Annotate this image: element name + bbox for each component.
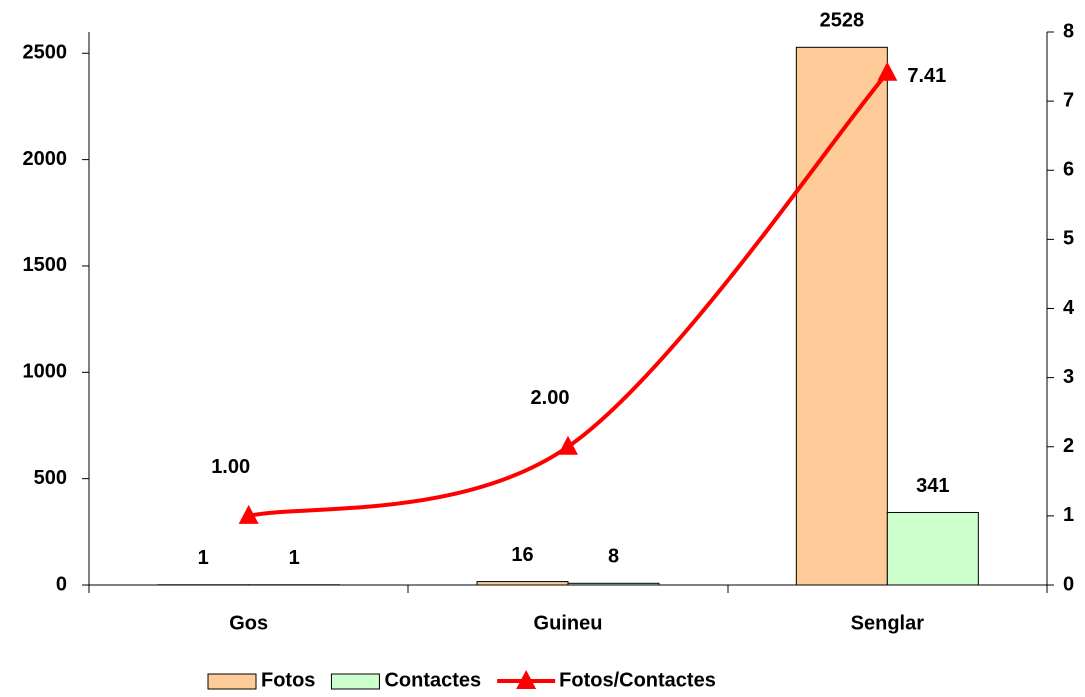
legend-label: Fotos/Contactes xyxy=(559,669,716,691)
y-tick-label: 1500 xyxy=(23,254,68,276)
line-marker xyxy=(238,504,259,524)
y2-tick-label: 6 xyxy=(1063,159,1074,181)
bar-label: 1 xyxy=(289,547,300,569)
y2-tick-label: 2 xyxy=(1063,435,1074,457)
y-tick-label: 500 xyxy=(34,467,67,489)
y-tick-label: 1000 xyxy=(23,361,68,383)
line-marker xyxy=(877,61,898,81)
bar xyxy=(476,581,569,586)
y2-tick-label: 4 xyxy=(1063,297,1075,319)
bar-label: 8 xyxy=(608,546,619,568)
bar-label: 16 xyxy=(511,544,533,566)
x-tick-label: Gos xyxy=(229,612,268,634)
y2-tick-label: 7 xyxy=(1063,89,1074,111)
y2-tick-label: 0 xyxy=(1063,573,1074,595)
legend-label: Fotos xyxy=(261,669,315,691)
y-tick-label: 0 xyxy=(56,573,67,595)
bar-label: 341 xyxy=(916,475,949,497)
legend-swatch xyxy=(516,670,537,689)
line-label: 2.00 xyxy=(531,387,570,409)
x-tick-label: Guineu xyxy=(534,612,603,634)
legend-swatch xyxy=(207,673,257,690)
bar-label: 2528 xyxy=(820,10,865,32)
y2-tick-label: 3 xyxy=(1063,366,1074,388)
line xyxy=(248,71,889,518)
legend-label: Contactes xyxy=(384,669,481,691)
line-label: 1.00 xyxy=(211,456,250,478)
bar-label: 1 xyxy=(198,547,209,569)
y2-tick-label: 1 xyxy=(1063,504,1074,526)
bar xyxy=(886,511,979,586)
line-marker xyxy=(558,435,578,455)
x-tick-label: Senglar xyxy=(851,612,925,634)
y-tick-label: 2500 xyxy=(23,42,68,64)
legend-swatch xyxy=(330,673,380,690)
bar xyxy=(567,582,660,586)
y-tick-label: 2000 xyxy=(23,148,68,170)
bar xyxy=(795,46,888,586)
y2-tick-label: 5 xyxy=(1063,228,1074,250)
line-label: 7.41 xyxy=(907,65,946,87)
y2-tick-label: 8 xyxy=(1063,20,1074,42)
